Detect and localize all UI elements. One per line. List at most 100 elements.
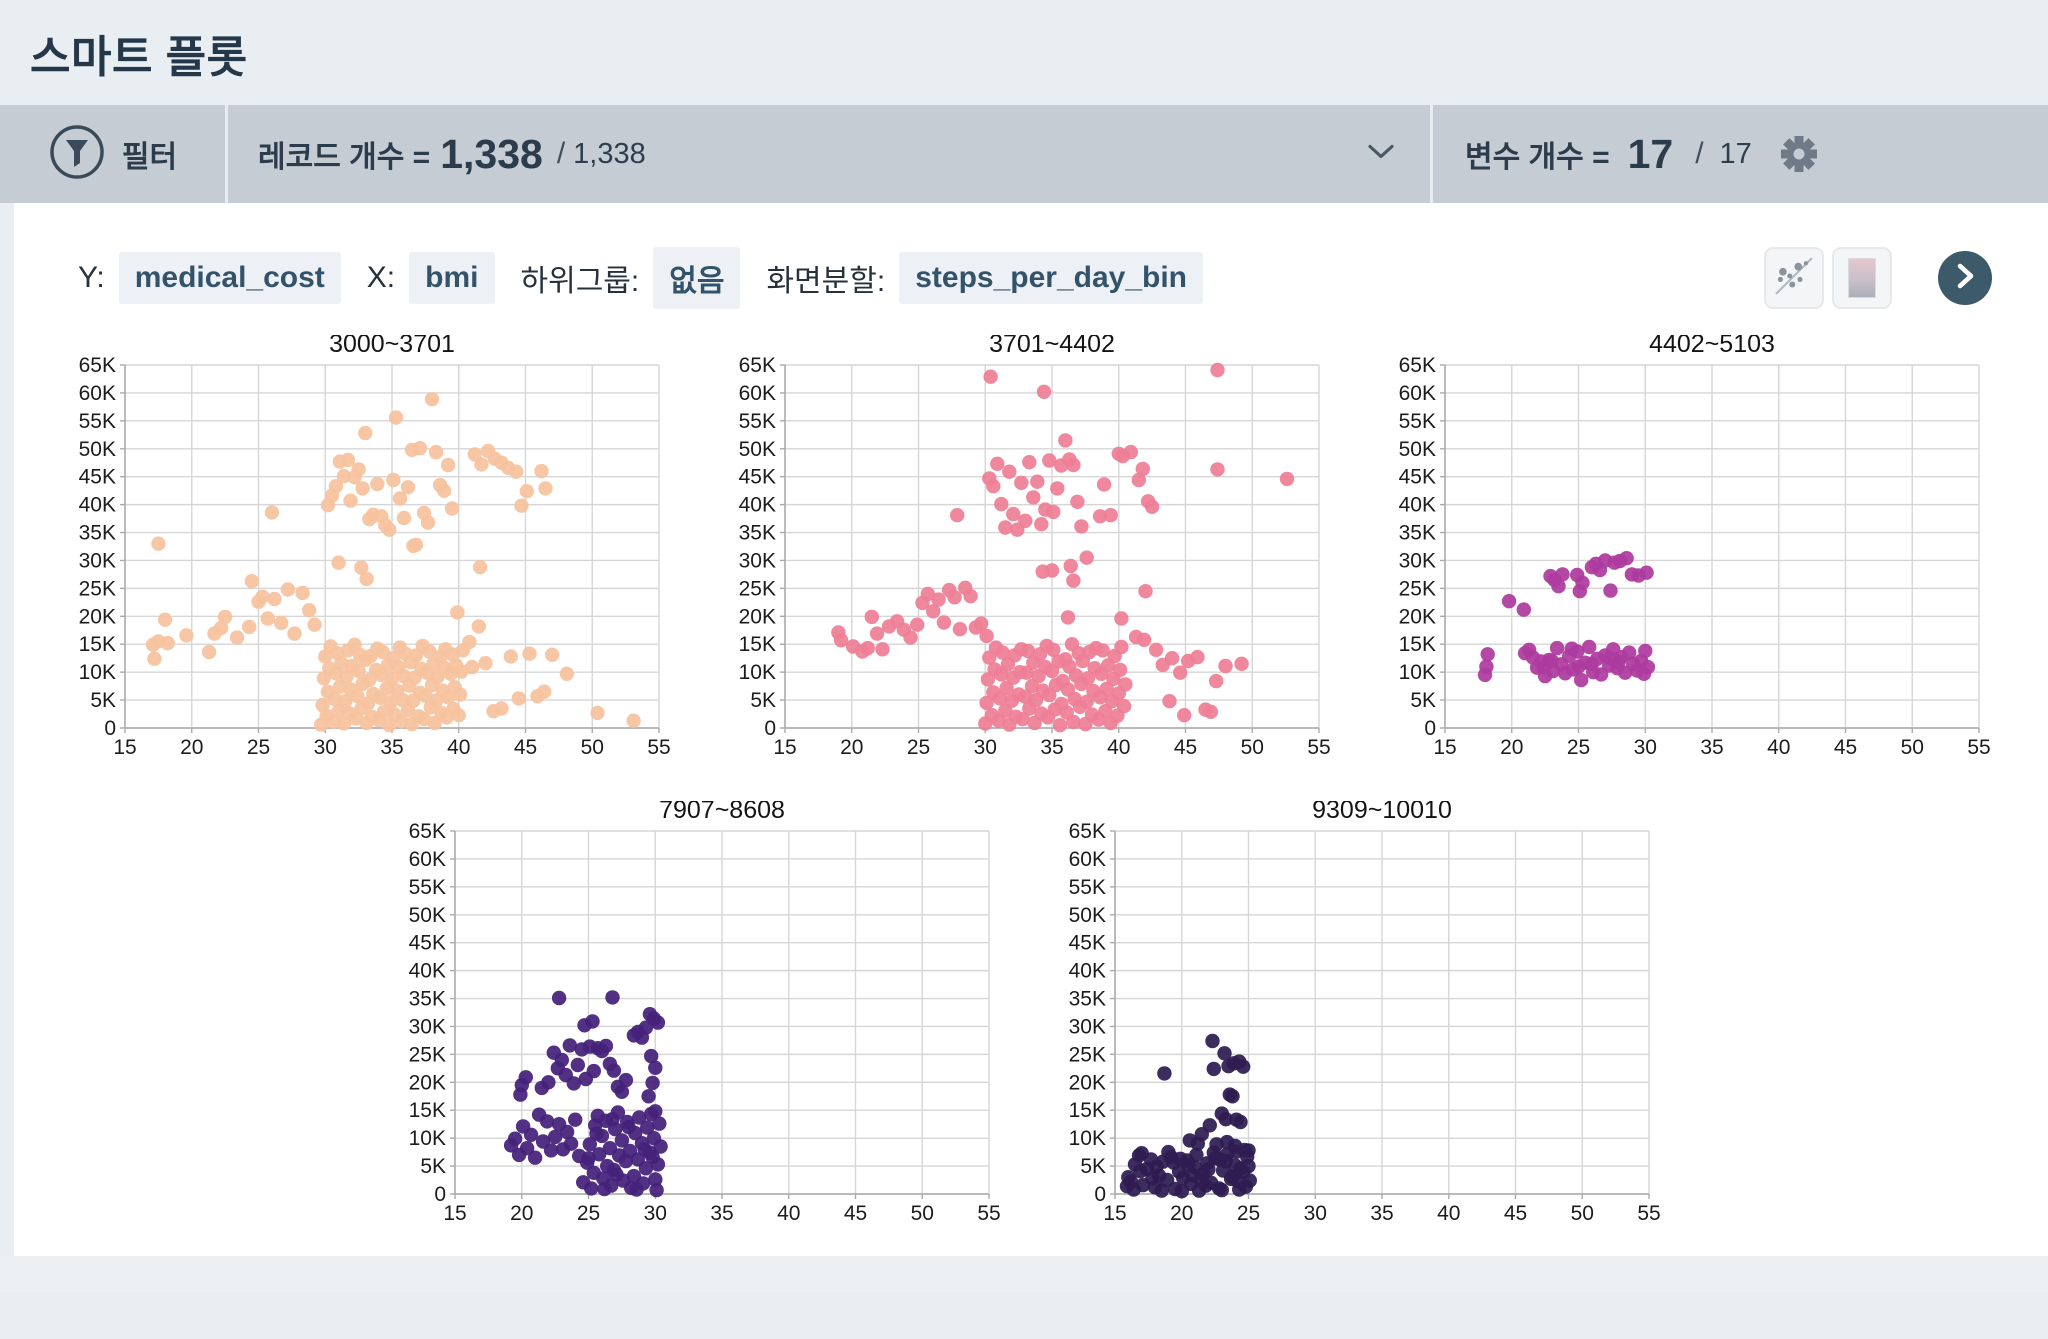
gear-icon[interactable] bbox=[1778, 133, 1820, 175]
chevron-right-icon bbox=[1950, 261, 1980, 296]
x-axis-selector[interactable]: bmi bbox=[409, 252, 495, 304]
svg-text:50: 50 bbox=[911, 1202, 934, 1225]
svg-text:20: 20 bbox=[180, 736, 203, 759]
svg-text:0: 0 bbox=[1094, 1183, 1106, 1206]
next-page-button[interactable] bbox=[1938, 251, 1992, 305]
svg-text:20: 20 bbox=[510, 1202, 533, 1225]
svg-text:25: 25 bbox=[247, 736, 270, 759]
svg-text:15K: 15K bbox=[409, 1099, 446, 1122]
variable-count-current: 17 bbox=[1627, 130, 1674, 177]
color-scale-button[interactable] bbox=[1832, 247, 1892, 309]
record-count-total: 1,338 bbox=[573, 137, 646, 170]
svg-text:0: 0 bbox=[764, 717, 776, 740]
svg-text:25: 25 bbox=[1567, 736, 1590, 759]
svg-text:65K: 65K bbox=[79, 354, 116, 377]
chevron-down-icon[interactable] bbox=[1366, 143, 1396, 166]
y-axis-selector[interactable]: medical_cost bbox=[118, 252, 341, 304]
svg-text:20K: 20K bbox=[1399, 605, 1436, 628]
svg-text:40: 40 bbox=[1767, 736, 1790, 759]
svg-text:50: 50 bbox=[1901, 736, 1924, 759]
svg-text:35K: 35K bbox=[409, 988, 446, 1011]
svg-text:35K: 35K bbox=[1399, 522, 1436, 545]
svg-text:0: 0 bbox=[1424, 717, 1436, 740]
plot-toolbar bbox=[1764, 247, 1992, 309]
plot-panel: Y: medical_cost X: bmi 하위그룹: 없음 화면분할: st… bbox=[14, 203, 2048, 1256]
gradient-swatch-icon bbox=[1848, 258, 1876, 298]
funnel-icon bbox=[48, 123, 106, 186]
svg-text:30K: 30K bbox=[1399, 549, 1436, 572]
svg-text:65K: 65K bbox=[1069, 820, 1106, 843]
scatter-chart-4402~5103: 4402~5103 15 20 25 30 35 40 45 50 55 0 5K 10K 15K 20K 2… bbox=[1391, 335, 1991, 765]
svg-text:25: 25 bbox=[577, 1202, 600, 1225]
svg-text:30K: 30K bbox=[409, 1015, 446, 1038]
svg-text:50: 50 bbox=[581, 736, 604, 759]
charts-row-top: 3000~3701 15 20 25 30 35 40 45 50 55 0 5K 10K 15K 20K 2… bbox=[14, 335, 2048, 765]
svg-text:50: 50 bbox=[1571, 1202, 1594, 1225]
svg-text:5K: 5K bbox=[1080, 1155, 1106, 1178]
svg-text:45K: 45K bbox=[1399, 466, 1436, 489]
svg-text:45: 45 bbox=[1834, 736, 1857, 759]
svg-text:45: 45 bbox=[514, 736, 537, 759]
svg-text:25K: 25K bbox=[1069, 1043, 1106, 1066]
svg-text:35: 35 bbox=[1700, 736, 1723, 759]
svg-text:15K: 15K bbox=[739, 633, 776, 656]
divider bbox=[1430, 105, 1433, 203]
y-axis-label: Y: bbox=[78, 261, 105, 294]
svg-text:15K: 15K bbox=[1069, 1099, 1106, 1122]
page-bottom-strip bbox=[0, 1256, 2048, 1292]
svg-text:60K: 60K bbox=[739, 382, 776, 405]
svg-text:55K: 55K bbox=[79, 410, 116, 433]
variable-count-separator: / bbox=[1695, 137, 1704, 170]
svg-text:50K: 50K bbox=[739, 438, 776, 461]
filter-bar: 필터 레코드 개수 = 1,338 / 1,338 변수 개수 = 17 / 1… bbox=[0, 105, 2048, 203]
svg-text:60K: 60K bbox=[79, 382, 116, 405]
svg-text:60K: 60K bbox=[409, 848, 446, 871]
svg-text:25K: 25K bbox=[739, 577, 776, 600]
subgroup-selector[interactable]: 없음 bbox=[653, 247, 741, 309]
x-axis-label: X: bbox=[366, 261, 396, 294]
svg-text:15: 15 bbox=[443, 1202, 466, 1225]
svg-text:4402~5103: 4402~5103 bbox=[1649, 335, 1775, 358]
split-selector[interactable]: steps_per_day_bin bbox=[899, 252, 1203, 304]
svg-text:45K: 45K bbox=[409, 932, 446, 955]
svg-text:40: 40 bbox=[1437, 1202, 1460, 1225]
svg-text:55: 55 bbox=[1307, 736, 1330, 759]
svg-text:30K: 30K bbox=[79, 549, 116, 572]
app-header: 스마트 플롯 bbox=[0, 0, 2048, 105]
scatter-chart-7907~8608: 7907~8608 15 20 25 30 35 40 45 50 55 0 5K 10K 15K 20K 2… bbox=[401, 801, 1001, 1231]
record-count-label: 레코드 개수 = bbox=[258, 141, 431, 174]
plot-controls: Y: medical_cost X: bmi 하위그룹: 없음 화면분할: st… bbox=[14, 203, 2048, 309]
svg-text:30: 30 bbox=[314, 736, 337, 759]
split-label: 화면분할: bbox=[766, 265, 886, 298]
svg-text:55K: 55K bbox=[1069, 876, 1106, 899]
svg-text:35: 35 bbox=[710, 1202, 733, 1225]
svg-text:25: 25 bbox=[1237, 1202, 1260, 1225]
svg-text:15K: 15K bbox=[1399, 633, 1436, 656]
variable-count-total: 17 bbox=[1719, 137, 1752, 170]
svg-text:65K: 65K bbox=[739, 354, 776, 377]
svg-text:30K: 30K bbox=[1069, 1015, 1106, 1038]
divider bbox=[225, 105, 228, 203]
svg-text:50K: 50K bbox=[1069, 904, 1106, 927]
svg-text:45K: 45K bbox=[79, 466, 116, 489]
svg-text:30: 30 bbox=[644, 1202, 667, 1225]
svg-text:55K: 55K bbox=[409, 876, 446, 899]
filter-button[interactable]: 필터 bbox=[0, 105, 225, 203]
svg-text:40K: 40K bbox=[1399, 494, 1436, 517]
scatter-trend-icon bbox=[1771, 253, 1817, 304]
svg-text:20K: 20K bbox=[79, 605, 116, 628]
svg-text:65K: 65K bbox=[409, 820, 446, 843]
scatter-chart-9309~10010: 9309~10010 15 20 25 30 35 40 45 50 55 0 5K 10K 15K 20K… bbox=[1061, 801, 1661, 1231]
svg-text:50K: 50K bbox=[1399, 438, 1436, 461]
svg-text:10K: 10K bbox=[409, 1127, 446, 1150]
svg-text:10K: 10K bbox=[79, 661, 116, 684]
svg-text:65K: 65K bbox=[1399, 354, 1436, 377]
svg-text:10K: 10K bbox=[739, 661, 776, 684]
svg-text:40K: 40K bbox=[1069, 960, 1106, 983]
svg-text:35: 35 bbox=[1370, 1202, 1393, 1225]
svg-text:50K: 50K bbox=[409, 904, 446, 927]
svg-text:30K: 30K bbox=[739, 549, 776, 572]
svg-text:45: 45 bbox=[844, 1202, 867, 1225]
scatter-trend-button[interactable] bbox=[1764, 247, 1824, 309]
svg-text:60K: 60K bbox=[1069, 848, 1106, 871]
